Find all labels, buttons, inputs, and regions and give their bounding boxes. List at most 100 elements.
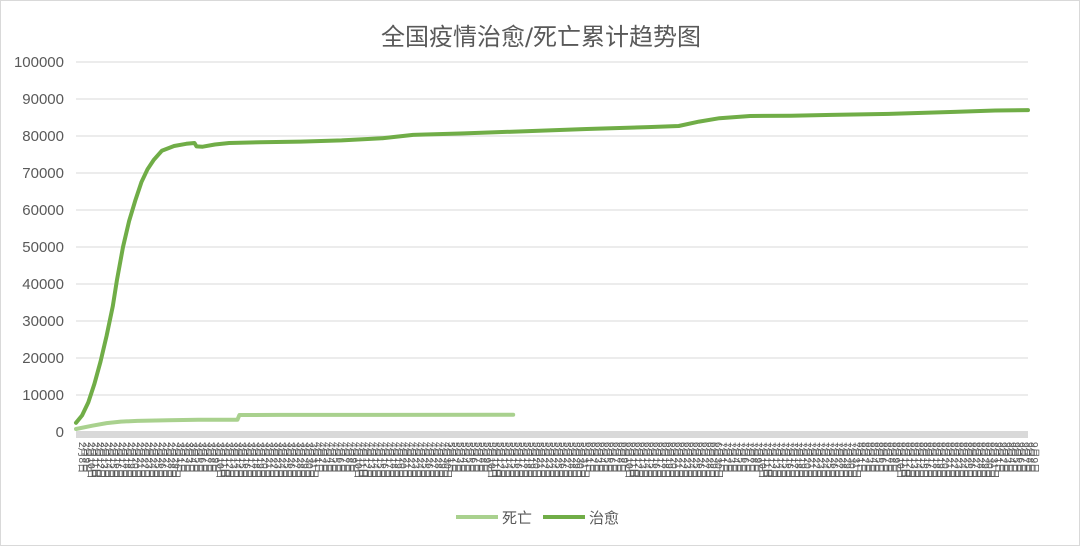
x-tick-label: 8月12日 <box>903 442 915 479</box>
x-tick-label: 5月6日 <box>467 442 479 473</box>
x-tick-label: 5月29日 <box>570 442 582 479</box>
x-tick-label: 3月5日 <box>192 442 204 473</box>
x-tick-label: 5月27日 <box>561 442 573 479</box>
x-tick-label: 2月9日 <box>80 442 92 473</box>
x-tick-label: 3月8日 <box>205 442 217 473</box>
x-tick-label: 7月9日 <box>752 442 764 473</box>
x-tick-label: 4月15日 <box>374 442 386 479</box>
x-tick-label: 5月28日 <box>565 442 577 479</box>
x-tick-label: 6月29日 <box>708 442 720 479</box>
x-tick-label: 5月9日 <box>481 442 493 473</box>
x-tick-label: 4月27日 <box>427 442 439 479</box>
legend-label-死亡: 死亡 <box>502 510 532 527</box>
x-tick-label: 6月25日 <box>690 442 702 479</box>
x-tick-label: 3月29日 <box>298 442 310 479</box>
x-tick-label: 3月18日 <box>249 442 261 479</box>
series-group <box>74 108 1030 431</box>
x-tick-label: 5月11日 <box>490 442 502 478</box>
x-tick-label: 7月4日 <box>730 442 742 473</box>
x-tick-label: 7月24日 <box>819 442 831 479</box>
x-tick-label: 3月11日 <box>218 442 230 478</box>
x-tick-label: 3月3日 <box>183 442 195 473</box>
x-tick-label: 5月3日 <box>454 442 466 473</box>
x-tick-label: 7月10日 <box>757 442 769 479</box>
x-tick-label: 6月5日 <box>601 442 613 473</box>
x-tick-label: 8月4日 <box>868 442 880 473</box>
x-tick-label: 5月25日 <box>552 442 564 479</box>
x-tick-label: 7月6日 <box>739 442 751 473</box>
x-tick-label: 8月17日 <box>926 442 938 479</box>
x-tick-label: 5月14日 <box>503 442 515 479</box>
x-tick-label: 8月9日 <box>890 442 902 473</box>
x-tick-label: 8月11日 <box>899 442 911 478</box>
x-tick-label: 2月29日 <box>169 442 181 479</box>
x-tick-label: 8月7日 <box>881 442 893 473</box>
x-tick-label: 5月20日 <box>530 442 542 479</box>
x-tick-label: 6月1日 <box>583 442 595 473</box>
x-tick-label: 3月10日 <box>214 442 226 479</box>
x-tick-label: 3月17日 <box>245 442 257 479</box>
x-tick-label: 5月4日 <box>459 442 471 473</box>
x-tick-label: 6月27日 <box>699 442 711 479</box>
x-tick-label: 6月21日 <box>672 442 684 479</box>
x-tick-label: 2月24日 <box>147 442 159 479</box>
x-tick-label: 4月11日 <box>356 442 368 478</box>
x-tick-label: 6月14日 <box>641 442 653 479</box>
x-tick-label: 3月21日 <box>263 442 275 479</box>
x-tick-label: 7月15日 <box>779 442 791 479</box>
x-tick-label: 3月15日 <box>236 442 248 479</box>
x-tick-label: 3月27日 <box>290 442 302 479</box>
x-tick-label: 9月5日 <box>1010 442 1022 473</box>
x-tick-label: 5月10日 <box>485 442 497 479</box>
x-tick-label: 3月26日 <box>285 442 297 479</box>
x-tick-label: 3月25日 <box>281 442 293 479</box>
x-tick-label: 6月13日 <box>637 442 649 479</box>
x-tick-label: 2月25日 <box>152 442 164 479</box>
x-tick-label: 6月16日 <box>650 442 662 479</box>
x-tick-label: 4月30日 <box>441 442 453 479</box>
series-line-死亡 <box>74 412 516 431</box>
x-tick-label: 5月1日 <box>445 442 457 473</box>
x-tick-label: 2月27日 <box>161 442 173 479</box>
x-tick-label: 3月4日 <box>187 442 199 473</box>
x-tick-label: 6月3日 <box>592 442 604 473</box>
x-tick-label: 5月12日 <box>494 442 506 479</box>
x-tick-label: 3月1日 <box>174 442 186 473</box>
x-tick-label: 7月31日 <box>850 442 862 479</box>
x-tick-label: 5月31日 <box>579 442 591 479</box>
x-tick-label: 6月18日 <box>659 442 671 479</box>
x-tick-label: 8月14日 <box>912 442 924 479</box>
x-tick-label: 8月26日 <box>966 442 978 479</box>
x-tick-label: 2月21日 <box>134 442 146 479</box>
x-tick-label: 3月20日 <box>258 442 270 479</box>
x-tick-label: 6月22日 <box>677 442 689 479</box>
x-tick-label: 8月2日 <box>859 442 871 473</box>
y-tick-label: 90000 <box>22 91 64 108</box>
x-tick-label: 3月13日 <box>227 442 239 479</box>
x-tick-label: 4月28日 <box>432 442 444 479</box>
y-tick-label: 10000 <box>22 387 64 404</box>
x-tick-label: 7月14日 <box>774 442 786 479</box>
x-tick-label: 3月7日 <box>201 442 213 473</box>
x-tick-label: 3月24日 <box>276 442 288 479</box>
x-tick-label: 7月25日 <box>823 442 835 479</box>
x-tick-label: 9月1日 <box>992 442 1004 473</box>
y-tick-label: 0 <box>56 424 64 441</box>
x-tick-label: 3月14日 <box>232 442 244 479</box>
x-tick-label: 4月24日 <box>414 442 426 479</box>
x-tick-label: 7月27日 <box>832 442 844 479</box>
x-tick-label: 6月7日 <box>610 442 622 473</box>
x-tick-label: 2月11日 <box>89 442 101 478</box>
x-tick-label: 6月15日 <box>645 442 657 479</box>
x-tick-label: 6月17日 <box>654 442 666 479</box>
x-tick-label: 2月28日 <box>165 442 177 479</box>
x-axis-band <box>76 431 1028 438</box>
y-tick-label: 70000 <box>22 165 64 182</box>
x-tick-label: 2月15日 <box>107 442 119 479</box>
x-tick-label: 9月8日 <box>1024 442 1036 473</box>
x-tick-label: 3月22日 <box>267 442 279 479</box>
x-tick-label: 7月8日 <box>748 442 760 473</box>
x-tick-label: 8月22日 <box>948 442 960 479</box>
x-tick-label: 5月17日 <box>516 442 528 479</box>
x-tick-label: 9月4日 <box>1006 442 1018 473</box>
